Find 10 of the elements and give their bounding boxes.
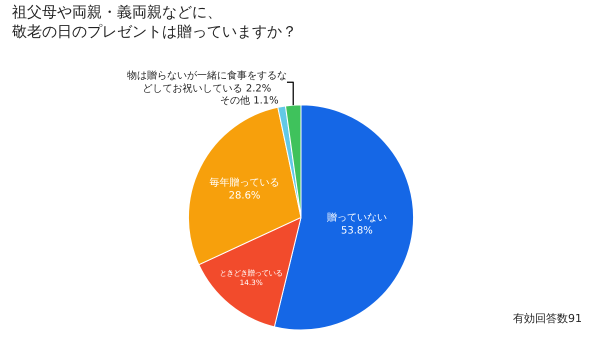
chart-title: 祖父母や両親・義両親などに、敬老の日のプレゼントは贈っていますか？	[12, 2, 297, 40]
data-label: 53.8%	[340, 226, 373, 237]
text: 有効回答数91	[513, 312, 582, 325]
slice-label: その他 1.1%	[220, 94, 279, 107]
slice-label: 贈っていない	[326, 212, 387, 224]
slice-label: 物は贈らないが一緒に食事をするなどしてお祝いしている 2.2%	[126, 70, 287, 95]
data-label: 28.6%	[228, 190, 260, 202]
data-label: 14.3%	[240, 278, 263, 287]
slice-label: 毎年贈っている	[210, 176, 280, 189]
slice-label: ときどき贈っている	[220, 268, 283, 278]
